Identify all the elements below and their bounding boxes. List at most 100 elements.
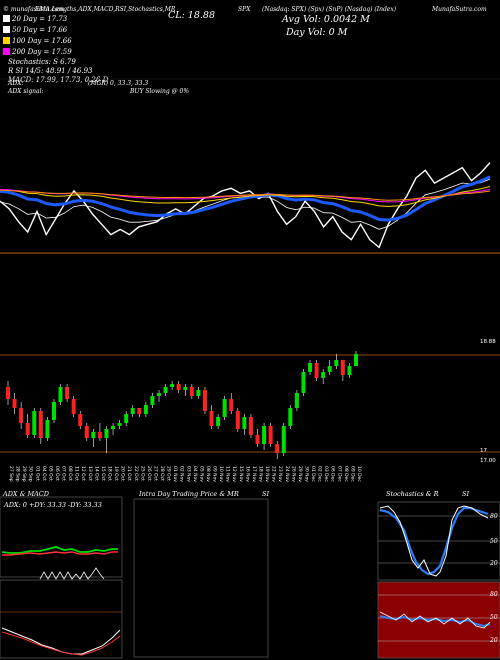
y-label-mid: 17 (480, 448, 487, 454)
date-label: 07 Oct (61, 466, 67, 481)
candle (19, 402, 24, 429)
candle-body (65, 387, 70, 399)
macd-panel (0, 579, 123, 659)
candle-body (229, 399, 234, 411)
legend-50-day-swatch (3, 26, 10, 33)
adx-red-line (2, 551, 118, 556)
date-label: 29 Oct (166, 466, 172, 481)
candle-body (25, 423, 30, 435)
date-label: 19 Nov (264, 466, 270, 482)
candle (6, 381, 10, 405)
candle-body (157, 393, 162, 396)
candle-body (308, 363, 313, 372)
date-label: 03 Dec (323, 466, 329, 482)
date-label: 11 Nov (225, 466, 231, 482)
date-label: 10 Nov (218, 466, 224, 482)
adx-white-line (39, 567, 105, 580)
candle-body (281, 426, 286, 453)
candle-body (354, 354, 358, 366)
candle-body (71, 399, 76, 414)
y-label-top: 18.88 (480, 339, 496, 345)
date-label: 10 Dec (356, 466, 362, 482)
candle (150, 393, 155, 408)
candle (255, 429, 260, 447)
candle (58, 384, 63, 405)
mgr-stat: (MGR) 0, 33.3, 33.3 (88, 80, 149, 87)
chart-description: (Nasdaq: SPX) (Spx) (SnP) (Nasdaq) (Inde… (262, 6, 397, 13)
price-close-line (0, 162, 491, 249)
rsi-level-20: 20 (490, 637, 498, 644)
stoch-level-50: 50 (490, 538, 498, 545)
candle (38, 408, 43, 444)
candle-body (91, 432, 96, 438)
adx-macd-title: ADX & MACD (3, 490, 49, 498)
candle-body (327, 366, 332, 372)
stoch-blue-line (379, 506, 489, 576)
candle (97, 423, 102, 441)
candle (354, 351, 358, 366)
candle-body (6, 387, 10, 399)
candle (163, 384, 168, 396)
candle-body (137, 408, 142, 414)
buy-signal: BUY Slowing @ 0% (130, 88, 190, 95)
candle (137, 408, 142, 417)
macd-signal-line (1, 631, 121, 656)
rsi-level-80: 80 (490, 591, 498, 598)
candle-body (51, 402, 56, 420)
date-label: 01 Oct (34, 466, 40, 481)
candle-body (124, 414, 129, 423)
candle-body (130, 408, 135, 414)
stoch-level-80: 80 (490, 513, 498, 520)
date-label: 09 Nov (212, 466, 218, 482)
candle-body (347, 366, 352, 375)
date-label: 23 Nov (277, 466, 283, 482)
date-label: 04 Oct (41, 466, 47, 481)
candle-body (19, 408, 24, 423)
candle (104, 426, 109, 453)
candle-body (111, 426, 116, 429)
candle (242, 414, 247, 435)
candle-body (58, 387, 63, 402)
date-label: 12 Nov (231, 466, 237, 482)
legend-200-day: 200 Day = 17.59 (3, 48, 72, 56)
candle-body (314, 363, 319, 378)
ema-lines (0, 162, 491, 249)
candle (176, 381, 181, 393)
date-label: 05 Oct (47, 466, 53, 481)
adx-stat: ADX: (8, 80, 24, 87)
intraday-si: SI (262, 490, 270, 498)
candle (281, 423, 286, 456)
date-label: 25 Oct (139, 466, 145, 481)
candle-body (170, 384, 175, 387)
date-label: 11 Oct (74, 466, 80, 481)
candle (288, 405, 293, 429)
legend-100-day-label: 100 Day = 17.66 (12, 37, 72, 45)
date-label: 08 Nov (205, 466, 211, 482)
candle-body (45, 420, 50, 438)
date-label: 01 Nov (172, 466, 178, 482)
candle (334, 354, 339, 369)
date-label: 29 Sep (21, 466, 27, 482)
candle-body (334, 360, 339, 366)
date-label: 02 Dec (317, 466, 323, 482)
ema-100-line (0, 186, 491, 207)
legend-100-day: 100 Day = 17.66 (3, 37, 72, 45)
candle (157, 390, 162, 402)
adx-values: ADX: 0 +DY: 33.33 -DY: 33.33 (4, 501, 102, 509)
candle (84, 423, 89, 441)
candle-body (235, 411, 240, 429)
close-price: CL: 18.88 (168, 10, 215, 21)
chart-title: SPX (238, 6, 251, 13)
y-label-bottom: 17.00 (480, 458, 496, 464)
candle (294, 390, 299, 411)
candle (262, 423, 267, 450)
date-label: 18 Nov (258, 466, 264, 482)
date-label: 15 Oct (100, 466, 106, 481)
candle-body (104, 429, 109, 438)
candle-body (222, 399, 227, 417)
candle (12, 393, 17, 414)
date-label: 07 Dec (336, 466, 342, 482)
candle (111, 423, 116, 435)
ema-long-line (0, 189, 491, 201)
